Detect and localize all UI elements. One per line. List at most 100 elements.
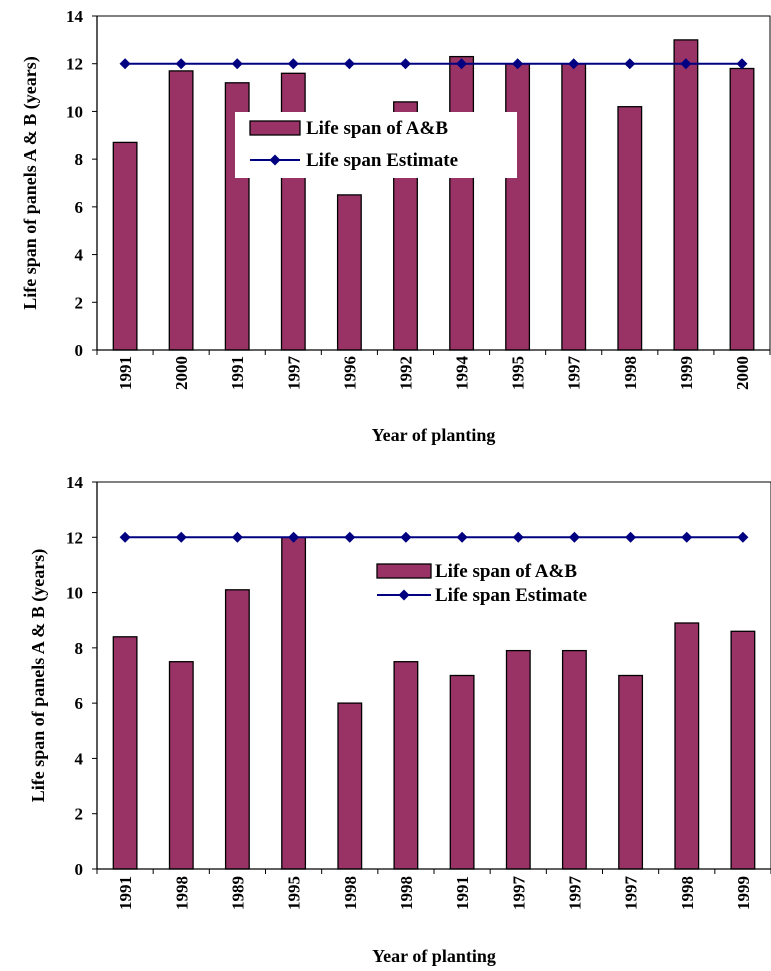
- x-tick-label: 1999: [677, 356, 696, 390]
- y-tick-label: 0: [75, 860, 84, 879]
- x-tick-label: 1992: [396, 356, 415, 390]
- y-tick-label: 4: [75, 246, 84, 265]
- y-tick-label: 10: [66, 102, 83, 121]
- bar: [281, 536, 307, 870]
- bar: [112, 636, 138, 870]
- x-tick-label: 1998: [172, 876, 191, 910]
- legend-line-marker: [269, 154, 281, 166]
- bar: [224, 589, 250, 870]
- x-tick-label: 1998: [341, 876, 360, 910]
- y-tick-label: 0: [75, 341, 84, 360]
- bar: [561, 649, 587, 870]
- y-tick-label: 2: [75, 293, 84, 312]
- legend-line-label: Life span Estimate: [306, 150, 458, 171]
- estimate-point: [456, 531, 468, 543]
- bar: [618, 674, 644, 870]
- x-tick-label: 1995: [509, 356, 528, 390]
- estimate-point: [624, 58, 636, 70]
- bar: [674, 622, 700, 870]
- bar: [393, 661, 419, 870]
- x-axis-title: Year of planting: [372, 946, 496, 966]
- y-tick-label: 2: [75, 805, 84, 824]
- plot-frame: [97, 481, 771, 869]
- y-tick-label: 12: [66, 55, 83, 74]
- x-tick-label: 1997: [509, 876, 528, 911]
- bar: [168, 661, 194, 870]
- x-tick-label: 2000: [733, 356, 752, 390]
- estimate-point: [231, 531, 243, 543]
- legend-line-marker: [398, 589, 410, 601]
- legend-bar-label: Life span of A&B: [306, 118, 448, 139]
- bar: [449, 674, 475, 870]
- estimate-point: [512, 531, 524, 543]
- y-tick-label: 10: [66, 584, 83, 603]
- y-tick-label: 4: [75, 749, 84, 768]
- chart-2: 0 2 4 6 8 10 12 14 1991 1998 1989 1995 1998 1998 1991 1…: [28, 473, 771, 966]
- bar: [730, 630, 756, 870]
- y-tick-label: 14: [66, 473, 84, 492]
- y-tick-label: 12: [66, 528, 83, 547]
- x-tick-label: 1991: [453, 876, 472, 910]
- x-tick-label: 1991: [228, 356, 247, 390]
- estimate-point: [400, 531, 412, 543]
- estimate-point: [175, 58, 187, 70]
- x-tick-label: 1997: [565, 356, 584, 391]
- legend-bar-swatch: [249, 120, 301, 136]
- bar: [112, 141, 138, 351]
- chart-1: 0 2 4 6 8 10 12 14 1991 2000 1991 1997 1996 1992 1994 1…: [20, 7, 771, 445]
- x-tick-label: 1997: [284, 356, 303, 391]
- x-tick-label: 1999: [734, 876, 753, 910]
- estimate-point: [736, 58, 748, 70]
- bar: [729, 67, 755, 351]
- x-tick-label: 1998: [397, 876, 416, 910]
- legend: Life span of A&B Life span Estimate: [370, 558, 635, 610]
- x-tick-label: 2000: [172, 356, 191, 390]
- legend-bar-label: Life span of A&B: [435, 561, 577, 582]
- estimate-point: [119, 531, 131, 543]
- bar: [617, 106, 643, 351]
- estimate-point: [625, 531, 637, 543]
- bar: [337, 702, 363, 870]
- legend-bar-swatch: [376, 563, 432, 579]
- estimate-point: [680, 58, 692, 70]
- y-tick-label: 14: [66, 7, 84, 26]
- estimate-point: [175, 531, 187, 543]
- y-tick-label: 6: [75, 198, 84, 217]
- bar: [168, 70, 194, 351]
- bar: [673, 39, 699, 351]
- x-tick-label: 1991: [116, 356, 135, 390]
- x-tick-label: 1998: [621, 356, 640, 390]
- estimate-point: [288, 531, 300, 543]
- estimate-point: [456, 58, 468, 70]
- x-tick-label: 1997: [622, 876, 641, 911]
- x-tick-label: 1994: [453, 356, 472, 391]
- estimate-point: [737, 531, 749, 543]
- y-axis-title: Life span of panels A & B (years): [28, 549, 49, 803]
- estimate-point: [568, 58, 580, 70]
- estimate-point: [399, 58, 411, 70]
- x-tick-label: 1996: [340, 356, 359, 390]
- y-tick-label: 8: [75, 150, 84, 169]
- estimate-point: [119, 58, 131, 70]
- legend-line-label: Life span Estimate: [435, 585, 587, 606]
- bar: [336, 194, 362, 351]
- estimate-point: [681, 531, 693, 543]
- x-tick-label: 1989: [228, 876, 247, 910]
- bar: [505, 63, 531, 351]
- plot-frame: [97, 15, 771, 350]
- bar: [505, 649, 531, 870]
- x-axis-title: Year of planting: [372, 425, 496, 445]
- estimate-point: [343, 58, 355, 70]
- x-tick-label: 1998: [678, 876, 697, 910]
- estimate-point: [231, 58, 243, 70]
- bar: [561, 63, 587, 351]
- x-tick-label: 1991: [116, 876, 135, 910]
- y-tick-label: 8: [75, 639, 84, 658]
- bar: [449, 55, 475, 351]
- y-tick-label: 6: [75, 694, 84, 713]
- x-tick-label: 1997: [565, 876, 584, 911]
- estimate-point: [512, 58, 524, 70]
- y-axis-title: Life span of panels A & B (years): [20, 56, 41, 310]
- legend: Life span of A&B Life span Estimate: [235, 112, 517, 178]
